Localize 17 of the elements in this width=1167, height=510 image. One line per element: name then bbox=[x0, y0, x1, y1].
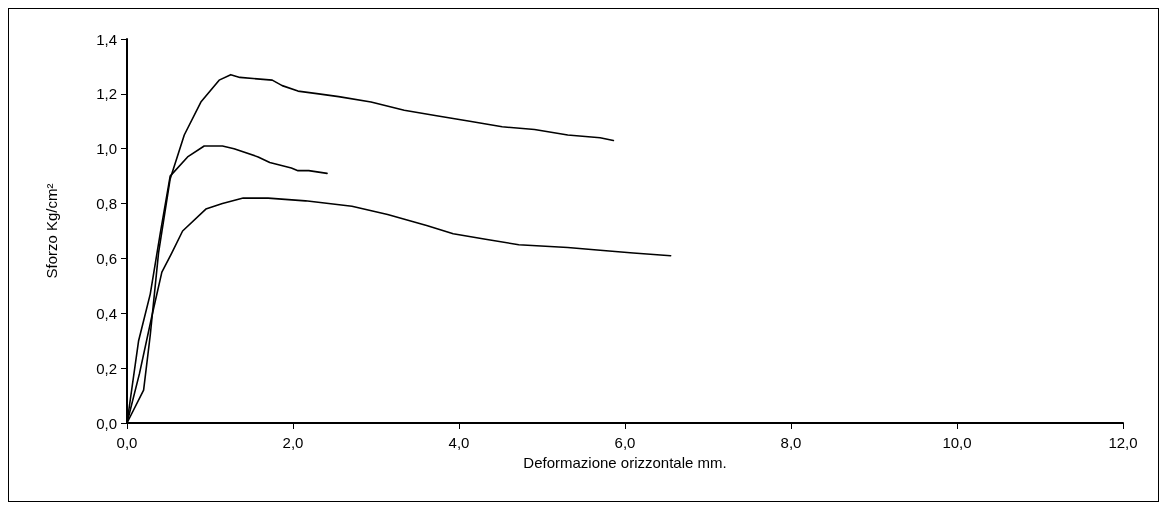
x-axis-title: Deformazione orizzontale mm. bbox=[523, 453, 727, 471]
y-tick-label: 1,0 bbox=[96, 140, 117, 158]
y-axis-title: Sforzo Kg/cm² bbox=[43, 183, 60, 279]
x-tick-label: 6,0 bbox=[614, 434, 636, 451]
y-tick-label: 0,2 bbox=[96, 359, 117, 377]
x-tick-label: 2,0 bbox=[282, 434, 304, 451]
y-tick-label: 0,0 bbox=[96, 414, 117, 432]
y-tick-label: 1,4 bbox=[96, 30, 117, 48]
y-tick-label: 0,8 bbox=[96, 195, 117, 213]
x-tick-label: 10,0 bbox=[942, 434, 972, 451]
y-tick-label: 0,6 bbox=[96, 249, 117, 267]
x-tick-label: 12,0 bbox=[1108, 434, 1138, 451]
y-tick-label: 0,4 bbox=[96, 304, 117, 322]
x-tick-label: 8,0 bbox=[780, 434, 802, 451]
x-tick-label: 4,0 bbox=[448, 434, 470, 451]
y-tick-label: 1,2 bbox=[96, 85, 117, 103]
x-tick-label: 0,0 bbox=[116, 434, 138, 451]
